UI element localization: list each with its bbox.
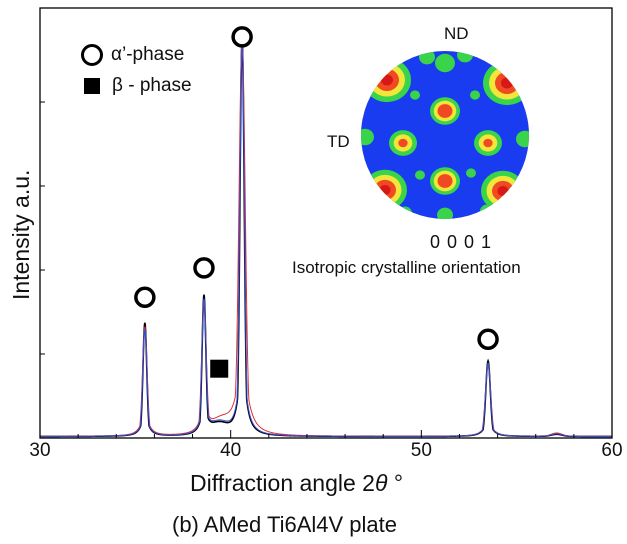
x-axis-label: Diffraction angle 2θ ° [190,470,403,497]
alpha-phase-marker [134,286,156,309]
pole-density-spot [441,107,449,115]
beta-phase-symbol [84,78,100,94]
x-tick-label: 50 [410,440,432,461]
pole-density-spot [516,130,529,148]
pole-density-spot [480,204,494,218]
pole-density-spot [483,138,493,148]
pole-density-spot [501,77,513,89]
pole-density-spot [381,74,393,86]
x-axis-label-theta: θ [374,470,388,496]
alpha-phase-marker [477,328,499,351]
legend-beta: β - phase [81,75,192,97]
series-layer [39,36,612,438]
plot-frame [39,7,613,439]
tick-marks [39,101,613,438]
pole-density-spot [361,128,374,146]
phase-markers [134,26,499,378]
x-tick-label: 30 [29,440,51,461]
pole-figure-nd-label: ND [444,24,469,43]
x-tick-label: 40 [220,440,242,461]
pole-figure-index: 0 0 0 1 [430,232,493,252]
series-line-3 [39,44,612,437]
series-line-2 [40,40,612,437]
pole-density-spot [410,90,420,100]
pole-density-spot [398,138,408,148]
pole-density-spot [497,185,509,197]
pole-density-spot [441,177,449,185]
beta-phase-marker [210,359,229,378]
legend-beta-label: β - phase [112,75,192,96]
pole-density-spot [415,170,425,180]
alpha-phase-marker [231,26,253,48]
pole-density-spot [466,168,476,178]
pole-density-spot [379,184,391,196]
x-axis-label-suffix: ° [387,470,404,496]
legend-alpha: α’-phase [81,44,184,66]
x-axis-label-prefix: Diffraction angle 2 [190,470,375,496]
alpha-phase-symbol [81,44,103,66]
pole-density-spot [419,51,435,65]
legend-alpha-label: α’-phase [111,44,185,65]
pole-figure-td-label: TD [327,132,350,151]
pole-figure-inset [361,51,529,219]
x-tick-label: 60 [601,440,623,461]
pole-density-spot [437,207,453,219]
pole-density-spot [470,90,480,100]
alpha-phase-marker [193,257,215,279]
y-axis-label: Intensity a.u. [8,169,34,300]
pole-density-spot [435,53,455,73]
pole-density-spot [398,206,412,219]
pole-density-spot [457,51,473,63]
pole-figure-caption: Isotropic crystalline orientation [292,258,521,277]
figure-caption: (b) AMed Ti6Al4V plate [172,512,398,537]
